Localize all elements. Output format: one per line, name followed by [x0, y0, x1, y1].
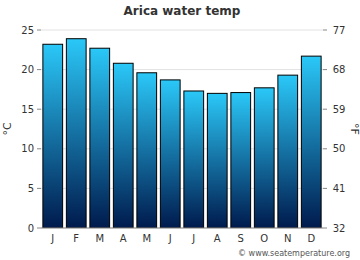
grid-line [41, 30, 323, 31]
x-tick-label: M [142, 233, 151, 244]
x-tick-label: O [260, 233, 268, 244]
y2-tick-label: 50 [333, 143, 346, 154]
tick [37, 109, 41, 110]
x-tick-label: D [307, 233, 315, 244]
tick [323, 228, 327, 229]
chart: Arica water temp 0 5 10 15 20 25 32 41 50 59 68 77 °C… [0, 0, 360, 260]
x-tick-label: J [50, 233, 54, 244]
y2-axis-label: °F [348, 123, 360, 135]
bar [254, 88, 274, 228]
x-axis [41, 228, 323, 229]
bar [301, 56, 321, 228]
bar [113, 63, 133, 228]
x-tick-label: M [95, 233, 104, 244]
title: Arica water temp [124, 4, 241, 18]
bar [137, 73, 157, 228]
y2-tick-label: 77 [333, 25, 346, 36]
y-tick-label: 20 [21, 64, 34, 75]
x-tick-label: J [191, 233, 195, 244]
x-tick-label: A [214, 233, 221, 244]
bar [207, 93, 227, 228]
grid-line [41, 228, 323, 229]
bar [184, 91, 204, 228]
bar [160, 80, 180, 228]
bar [231, 93, 251, 228]
tick [37, 188, 41, 189]
chart-container: Arica water temp 0 5 10 15 20 25 32 41 50 59 68 77 °C… [0, 0, 360, 260]
source: © www.seatemperature.org [238, 249, 350, 258]
tick [37, 148, 41, 149]
bar [66, 39, 86, 228]
y-axis-label: °C [1, 122, 14, 136]
y-tick-label: 10 [21, 143, 34, 154]
x-tick-label: J [168, 233, 172, 244]
y2-tick-label: 41 [333, 183, 346, 194]
tick [37, 69, 41, 70]
bar [278, 75, 298, 228]
tick [323, 109, 327, 110]
y2-tick-label: 59 [333, 104, 346, 115]
y-tick-label: 5 [28, 183, 34, 194]
y-tick-label: 25 [21, 25, 34, 36]
x-tick-label: S [238, 233, 244, 244]
tick [323, 69, 327, 70]
y-tick-label: 15 [21, 104, 34, 115]
tick [323, 30, 327, 31]
x-tick-label: N [284, 233, 291, 244]
bar [90, 48, 110, 228]
x-tick-label: F [73, 233, 79, 244]
tick [37, 30, 41, 31]
y2-tick-label: 32 [333, 223, 346, 234]
tick [323, 188, 327, 189]
x-tick-label: A [120, 233, 127, 244]
bar [43, 44, 63, 228]
y2-tick-label: 68 [333, 64, 346, 75]
tick [37, 228, 41, 229]
bars [43, 39, 321, 228]
tick [323, 148, 327, 149]
y-tick-label: 0 [28, 223, 34, 234]
